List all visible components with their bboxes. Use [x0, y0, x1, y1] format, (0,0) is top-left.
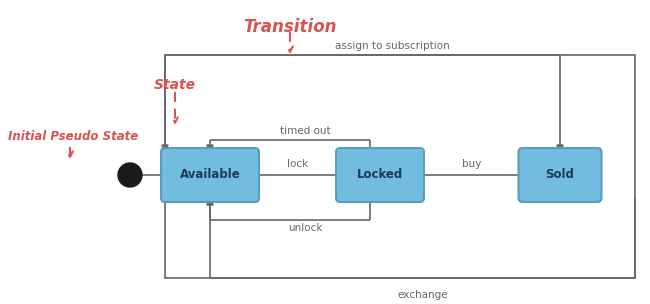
Polygon shape: [207, 145, 213, 152]
Text: lock: lock: [287, 159, 308, 169]
Polygon shape: [523, 172, 530, 178]
Bar: [165, 55, 635, 278]
Text: buy: buy: [462, 159, 481, 169]
Polygon shape: [207, 191, 213, 198]
Text: Transition: Transition: [243, 18, 337, 36]
Polygon shape: [557, 145, 563, 152]
Text: Available: Available: [179, 168, 240, 181]
Text: exchange: exchange: [397, 290, 448, 300]
Text: Initial Pseudo State: Initial Pseudo State: [8, 130, 138, 143]
Text: unlock: unlock: [288, 223, 322, 233]
Text: Sold: Sold: [545, 168, 575, 181]
FancyBboxPatch shape: [519, 148, 601, 202]
Polygon shape: [340, 172, 347, 178]
Text: State: State: [154, 78, 196, 92]
FancyBboxPatch shape: [161, 148, 259, 202]
Text: assign to subscription: assign to subscription: [335, 41, 450, 51]
Circle shape: [118, 163, 142, 187]
Polygon shape: [165, 172, 172, 178]
Polygon shape: [162, 145, 168, 152]
Polygon shape: [207, 198, 213, 205]
Text: timed out: timed out: [280, 126, 330, 136]
FancyBboxPatch shape: [336, 148, 424, 202]
Text: Locked: Locked: [357, 168, 403, 181]
